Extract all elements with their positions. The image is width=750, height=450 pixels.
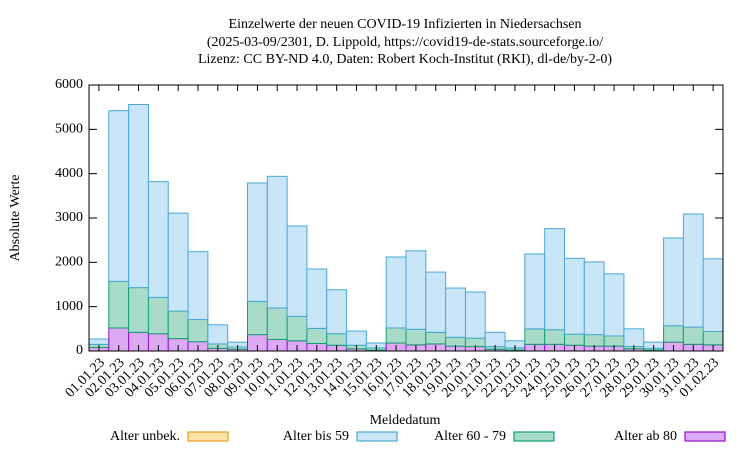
bar — [167, 310, 189, 340]
bar — [266, 307, 288, 340]
chart-title: (2025-03-09/2301, D. Lippold, https://co… — [207, 35, 603, 50]
y-tick-label: 5000 — [55, 122, 83, 137]
bar — [603, 335, 625, 347]
bar — [306, 327, 328, 344]
plot-frame — [88, 84, 724, 352]
legend-label: Alter ab 80 — [614, 429, 677, 444]
legend-swatch — [684, 431, 726, 442]
bar — [682, 213, 704, 328]
bar — [346, 330, 367, 346]
bar — [464, 291, 486, 339]
bar — [286, 225, 308, 317]
bar — [544, 329, 565, 345]
bar — [108, 110, 130, 282]
bar — [564, 257, 585, 335]
bar — [306, 268, 328, 329]
legend-swatch — [356, 431, 398, 442]
bar — [147, 181, 169, 298]
chart-title: Lizenz: CC BY-ND 4.0, Daten: Robert Koch… — [198, 52, 612, 67]
bar — [544, 228, 565, 331]
bar — [207, 324, 229, 345]
bar — [663, 325, 684, 343]
bar — [147, 296, 169, 335]
chart-title: Einzelwerte der neuen COVID-19 Infiziert… — [229, 17, 582, 32]
bar — [187, 251, 209, 321]
bar — [247, 300, 268, 336]
bar — [187, 319, 209, 343]
bar — [583, 334, 605, 347]
bar — [385, 256, 407, 329]
y-tick-label: 2000 — [55, 255, 83, 270]
legend-label: Alter unbek. — [110, 429, 180, 444]
bar — [326, 333, 348, 346]
legend-label: Alter bis 59 — [283, 429, 349, 444]
bar — [702, 330, 724, 346]
y-tick-label: 3000 — [55, 210, 83, 225]
y-axis-label: Absolute Werte — [8, 175, 23, 262]
bar — [682, 326, 704, 345]
bar — [128, 104, 149, 289]
y-tick-label: 1000 — [55, 299, 83, 314]
bar — [524, 328, 546, 345]
bar — [167, 212, 189, 312]
bar — [405, 250, 427, 330]
bar — [564, 333, 585, 346]
bar — [623, 328, 645, 348]
bar — [583, 261, 605, 336]
bar — [425, 271, 447, 333]
bar — [108, 280, 130, 329]
bar — [385, 327, 407, 344]
bar — [445, 336, 466, 347]
bar — [425, 331, 447, 345]
bar — [405, 328, 427, 346]
y-tick-label: 0 — [76, 343, 83, 358]
bar — [266, 175, 288, 309]
bar — [445, 287, 466, 338]
bar — [702, 258, 724, 332]
legend-swatch — [187, 431, 229, 442]
legend-label: Alter 60 - 79 — [434, 429, 506, 444]
y-tick-label: 6000 — [55, 77, 83, 92]
bar — [326, 289, 348, 335]
bar — [247, 182, 268, 302]
bar — [663, 237, 684, 327]
bar — [603, 273, 625, 337]
bar — [484, 331, 506, 348]
bar — [286, 315, 308, 342]
bar — [128, 287, 149, 333]
bar — [524, 253, 546, 330]
y-tick-label: 4000 — [55, 166, 83, 181]
legend-swatch — [513, 431, 555, 442]
x-axis-label: Meldedatum — [370, 413, 441, 428]
bar — [88, 338, 110, 345]
